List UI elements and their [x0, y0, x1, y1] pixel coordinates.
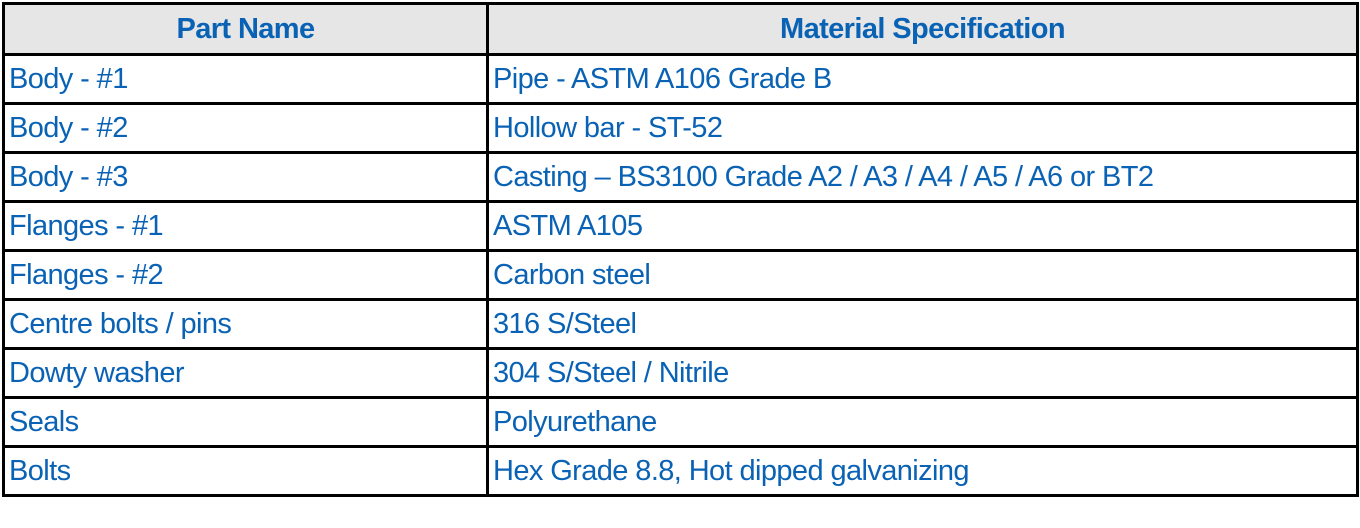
header-cell: Part Name — [2, 2, 489, 56]
table-row: Body - #3 Casting – BS3100 Grade A2 / A3 … — [2, 151, 1359, 203]
table-row: Dowty washer 304 S/Steel / Nitrile — [2, 347, 1359, 399]
table-cell: Body - #1 — [2, 53, 489, 105]
table-cell: Seals — [2, 396, 489, 448]
table-row: Body - #1 Pipe - ASTM A106 Grade B — [2, 53, 1359, 105]
spec-table: Part Name Material Specification Body - #… — [2, 2, 1359, 497]
table-cell: Hex Grade 8.8, Hot dipped galvanizing — [486, 445, 1359, 497]
table-cell: Bolts — [2, 445, 489, 497]
table-row: Centre bolts / pins 316 S/Steel — [2, 298, 1359, 350]
table-cell: 316 S/Steel — [486, 298, 1359, 350]
table-cell: Casting – BS3100 Grade A2 / A3 / A4 / A5… — [486, 151, 1359, 203]
table-cell: Carbon steel — [486, 249, 1359, 301]
table-row: Flanges - #1 ASTM A105 — [2, 200, 1359, 252]
table-row: Flanges - #2 Carbon steel — [2, 249, 1359, 301]
table-cell: Centre bolts / pins — [2, 298, 489, 350]
table-cell: Polyurethane — [486, 396, 1359, 448]
table-cell: Flanges - #1 — [2, 200, 489, 252]
table-row: Seals Polyurethane — [2, 396, 1359, 448]
table-row: Body - #2 Hollow bar - ST-52 — [2, 102, 1359, 154]
table-cell: ASTM A105 — [486, 200, 1359, 252]
table-cell: Hollow bar - ST-52 — [486, 102, 1359, 154]
table-cell: Pipe - ASTM A106 Grade B — [486, 53, 1359, 105]
table-cell: Body - #3 — [2, 151, 489, 203]
header-row: Part Name Material Specification — [2, 2, 1359, 56]
table-body: Body - #1 Pipe - ASTM A106 Grade B Body - … — [2, 53, 1359, 497]
table-cell: Flanges - #2 — [2, 249, 489, 301]
table-row: Bolts Hex Grade 8.8, Hot dipped galvanizi… — [2, 445, 1359, 497]
table-cell: Body - #2 — [2, 102, 489, 154]
header-cell: Material Specification — [486, 2, 1359, 56]
table-cell: Dowty washer — [2, 347, 489, 399]
table-cell: 304 S/Steel / Nitrile — [486, 347, 1359, 399]
